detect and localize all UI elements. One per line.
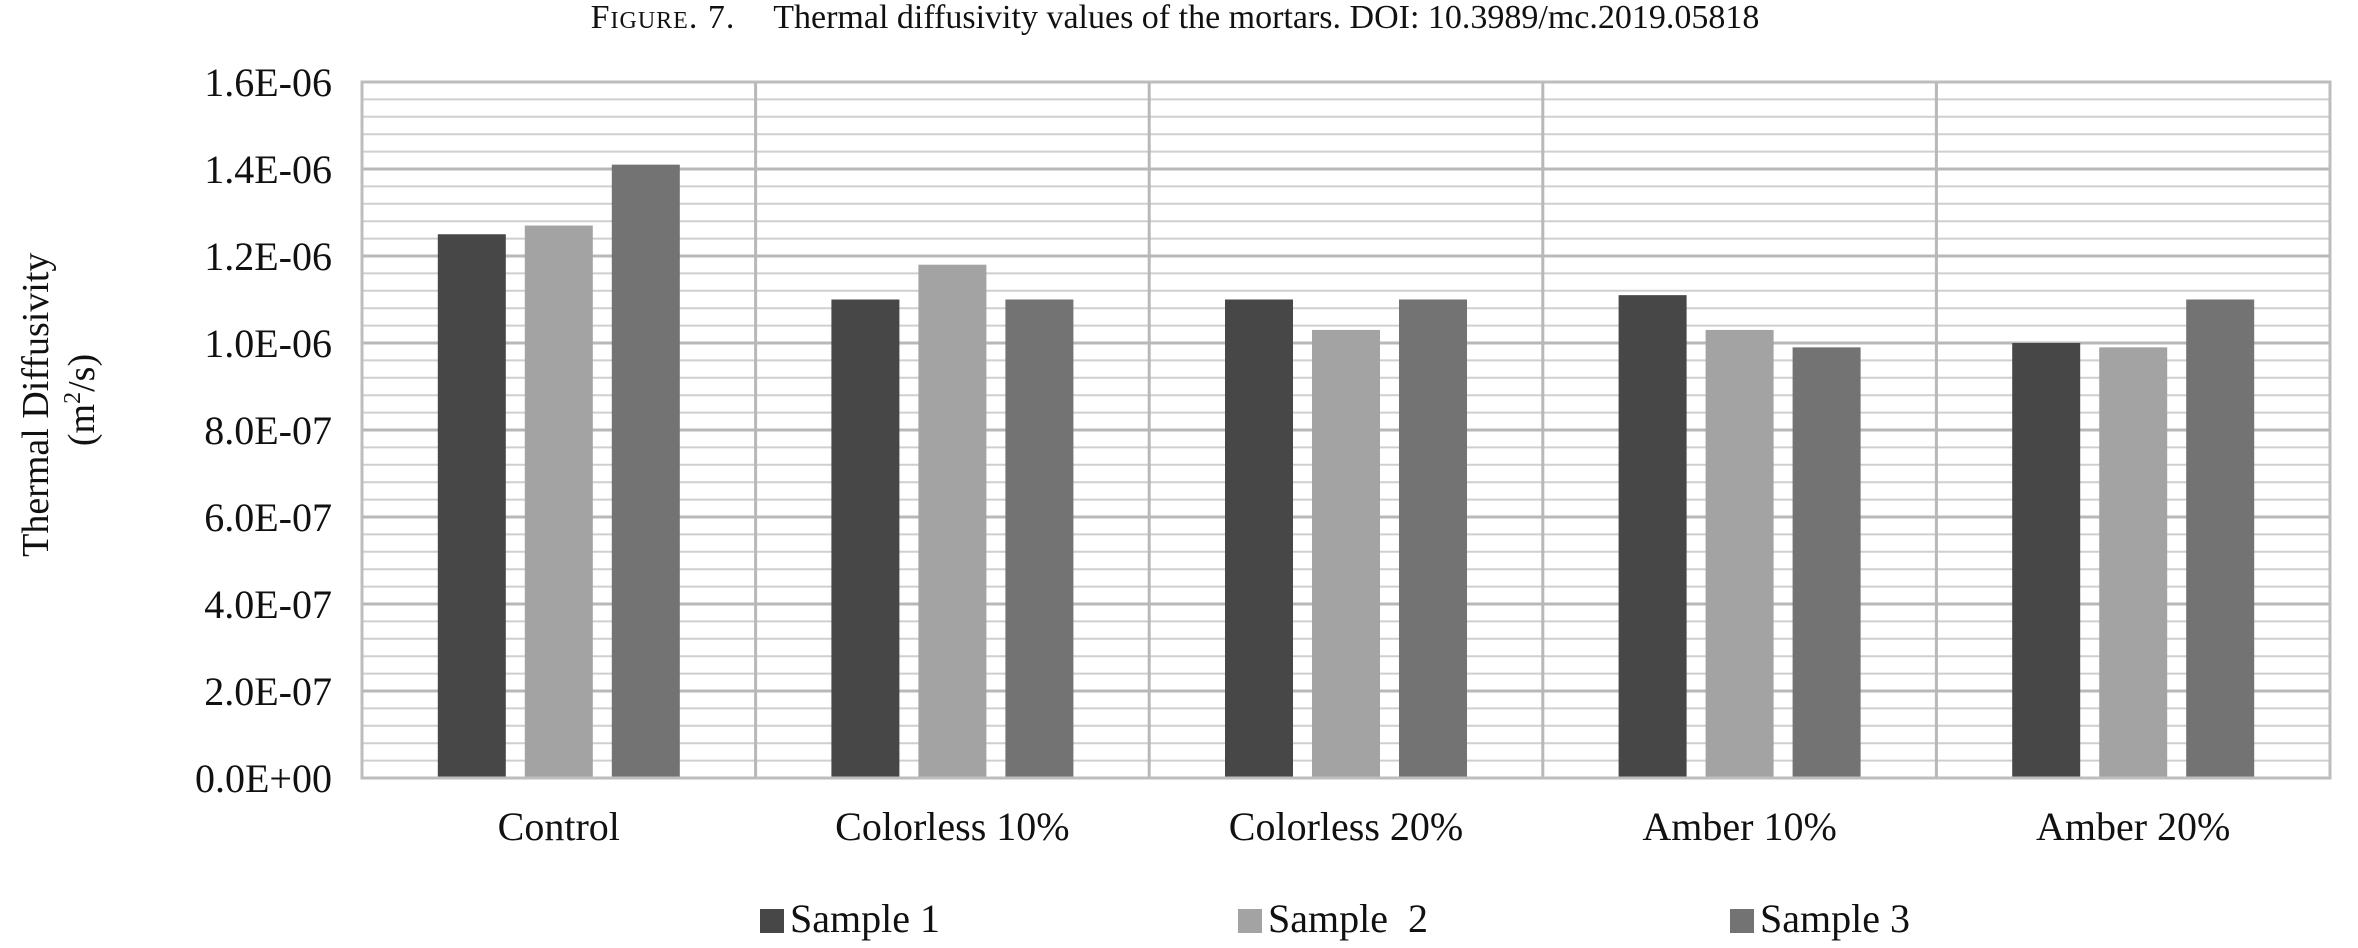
legend: Sample 1 Sample 2 Sample 3 — [760, 896, 1910, 941]
y-tick-label: 4.0E-07 — [204, 582, 332, 627]
x-tick-label: Amber 10% — [1642, 804, 1836, 849]
bar-sample-3 — [611, 164, 680, 778]
plot-frame — [360, 80, 2332, 780]
x-tick-label: Control — [498, 804, 620, 849]
y-axis-tick-labels: 0.0E+00 2.0E-07 4.0E-07 6.0E-07 8.0E-07 1.0E-… — [195, 60, 332, 801]
bar-sample-3 — [2186, 299, 2255, 778]
bar-sample-2 — [524, 225, 593, 779]
y-axis-title-line1: Thermal Diffusivity — [15, 253, 57, 557]
bar-sample-1 — [1618, 295, 1687, 778]
bars-layer — [437, 164, 2255, 779]
legend-label: Sample 1 — [790, 896, 940, 941]
y-tick-label: 1.6E-06 — [204, 60, 332, 105]
y-tick-label: 1.0E-06 — [204, 321, 332, 366]
y-tick-label: 8.0E-07 — [204, 408, 332, 453]
x-tick-label: Colorless 10% — [835, 804, 1069, 849]
x-axis-tick-labels: Control Colorless 10% Colorless 20% Amber 1… — [498, 804, 2231, 849]
y-tick-label: 1.4E-06 — [204, 147, 332, 192]
y-tick-label: 6.0E-07 — [204, 495, 332, 540]
figure-caption-prefix: Figure. 7. — [591, 0, 736, 36]
bar-sample-2 — [918, 264, 987, 778]
bar-sample-3 — [1792, 347, 1861, 778]
y-axis-unit-superscript: 2 — [60, 392, 86, 404]
figure-caption: Figure. 7. Thermal diffusivity values of… — [591, 0, 1760, 36]
legend-swatch — [760, 909, 784, 933]
bar-sample-1 — [437, 234, 506, 778]
y-axis-unit-base: (m — [61, 404, 103, 446]
bar-sample-1 — [1225, 299, 1293, 778]
bar-sample-2 — [1312, 329, 1380, 778]
bar-sample-1 — [831, 299, 900, 778]
y-axis-title: Thermal Diffusivity (m2/s) — [15, 243, 103, 557]
y-tick-label: 2.0E-07 — [204, 669, 332, 714]
legend-swatch — [1238, 909, 1262, 933]
x-tick-label: Colorless 20% — [1229, 804, 1463, 849]
legend-swatch — [1730, 909, 1754, 933]
y-tick-label: 1.2E-06 — [204, 234, 332, 279]
bar-sample-1 — [2012, 343, 2081, 778]
x-tick-label: Amber 20% — [2036, 804, 2230, 849]
bar-sample-2 — [1705, 329, 1774, 778]
figure-caption-text: Thermal diffusivity values of the mortar… — [773, 0, 1759, 36]
legend-label: Sample 2 — [1268, 896, 1428, 941]
y-tick-label: 0.0E+00 — [195, 756, 332, 801]
bar-sample-2 — [2099, 347, 2168, 778]
y-axis-unit-end: /s) — [61, 354, 103, 392]
y-axis-title-line2: (m2/s) — [60, 354, 103, 446]
bar-sample-3 — [1005, 299, 1074, 778]
plot-border — [360, 80, 2332, 780]
bar-sample-3 — [1399, 299, 1467, 778]
legend-label: Sample 3 — [1760, 896, 1910, 941]
